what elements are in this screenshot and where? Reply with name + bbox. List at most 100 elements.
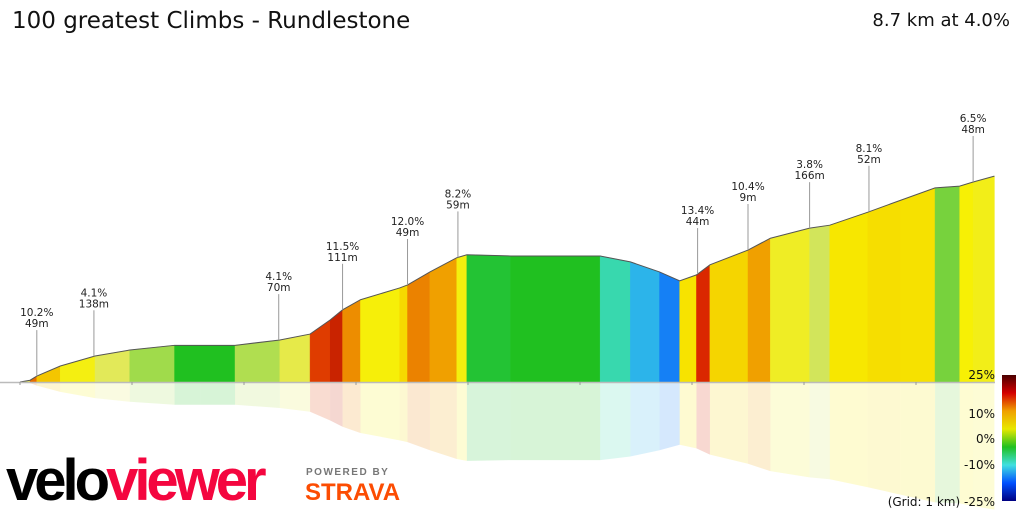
legend-label-minus25: (Grid: 1 km) -25% (887, 495, 995, 509)
climb-length-label: 70m (267, 282, 291, 294)
profile-segment (829, 211, 869, 383)
profile-segment (342, 299, 361, 383)
climb-gradient-label: 8.1% (856, 143, 883, 155)
climb-gradient-label: 3.8% (796, 159, 823, 171)
profile-segment (407, 271, 431, 383)
profile-reflection-segment (399, 382, 408, 443)
profile-segment (329, 309, 343, 383)
gradient-legend-bar (1002, 375, 1016, 501)
profile-reflection-segment (466, 382, 511, 461)
profile-segment (129, 345, 175, 383)
legend-label-25: 25% (968, 368, 995, 382)
profile-segment (309, 319, 331, 383)
profile-reflection-segment (279, 382, 311, 412)
profile-segment (709, 249, 749, 383)
profile-reflection-segment (200, 382, 236, 405)
profile-segment (696, 264, 711, 383)
climb-length-label: 44m (686, 216, 710, 228)
profile-segment (630, 261, 660, 383)
profile-segment (399, 284, 408, 383)
profile-reflection-segment (630, 382, 660, 457)
profile-segment (174, 345, 201, 383)
profile-segment (659, 271, 680, 383)
profile-reflection-segment (36, 382, 61, 392)
profile-outline (19, 175, 995, 383)
profile-segment (867, 199, 901, 383)
profile-segment (599, 255, 631, 383)
profile-reflection-segment (407, 382, 430, 451)
strava-logo: STRAVA (305, 479, 401, 506)
profile-segment (679, 274, 697, 383)
climb-length-label: 49m (396, 227, 420, 239)
powered-by-label: POWERED BY (306, 467, 390, 478)
profile-segment (510, 255, 601, 383)
profile-reflection-segment (310, 382, 331, 421)
climb-length-label: 111m (327, 252, 357, 264)
profile-segment (770, 227, 810, 383)
profile-reflection-segment (973, 382, 995, 510)
chart-title: 100 greatest Climbs - Rundlestone (12, 8, 411, 34)
profile-reflection-segment (174, 382, 201, 405)
profile-reflection-segment (867, 382, 901, 495)
climb-length-label: 166m (794, 170, 824, 182)
veloviewer-logo: veloviewer (6, 448, 267, 513)
climb-length-label: 48m (961, 124, 985, 136)
climb-length-label: 138m (79, 298, 109, 310)
climb-length-label: 49m (25, 318, 49, 330)
profile-segment (934, 185, 960, 383)
climb-gradient-label: 4.1% (81, 287, 108, 299)
profile-reflection-segment (129, 382, 175, 405)
profile-segment (200, 345, 236, 383)
climb-summary: 8.7 km at 4.0% (872, 10, 1010, 31)
climb-gradient-label: 10.2% (20, 307, 53, 319)
climb-length-label: 59m (446, 199, 470, 211)
climb-length-label: 52m (857, 154, 881, 166)
profile-reflection-segment (330, 382, 343, 427)
profile-reflection-segment (235, 382, 280, 409)
climb-gradient-label: 4.1% (265, 271, 292, 283)
profile-segment (429, 257, 458, 383)
legend-label-0: 0% (975, 432, 995, 446)
profile-reflection-segment (456, 382, 467, 461)
profile-reflection-segment (510, 382, 601, 461)
profile-segment (60, 355, 96, 383)
profile-reflection-segment (342, 382, 361, 433)
profile-reflection-segment (679, 382, 697, 449)
profile-reflection-segment (659, 382, 680, 451)
profile-reflection-segment (748, 382, 771, 472)
profile-reflection-segment (900, 382, 936, 503)
profile-segment (456, 254, 468, 383)
profile-reflection-segment (696, 382, 710, 455)
profile-reflection-segment (429, 382, 457, 460)
profile-reflection-segment (959, 382, 974, 506)
profile-segment (959, 181, 974, 383)
legend-label-10: 10% (968, 407, 995, 421)
profile-reflection-segment (60, 382, 96, 399)
profile-segment (36, 365, 61, 383)
profile-reflection-segment (935, 382, 960, 504)
profile-segment (360, 287, 400, 383)
climb-gradient-label: 6.5% (960, 113, 987, 125)
profile-segment (900, 187, 936, 383)
legend-label-minus10: -10% (963, 458, 995, 472)
profile-segment (747, 237, 771, 383)
profile-segment (234, 339, 281, 383)
profile-reflection-segment (600, 382, 631, 461)
climb-gradient-label: 10.4% (731, 181, 764, 193)
climb-gradient-label: 8.2% (445, 188, 472, 200)
climb-length-label: 9m (740, 192, 757, 204)
profile-segment (466, 254, 511, 383)
profile-reflection-segment (829, 382, 868, 488)
climb-gradient-label: 11.5% (326, 241, 359, 253)
climb-gradient-label: 12.0% (391, 216, 424, 228)
profile-reflection-segment (809, 382, 830, 480)
profile-reflection-segment (709, 382, 748, 464)
profile-segment (809, 224, 831, 383)
profile-reflection-segment (95, 382, 130, 402)
profile-reflection-segment (770, 382, 810, 478)
climb-gradient-label: 13.4% (681, 205, 714, 217)
profile-segment (279, 333, 311, 383)
profile-segment (972, 175, 995, 383)
profile-reflection-segment (360, 382, 400, 441)
